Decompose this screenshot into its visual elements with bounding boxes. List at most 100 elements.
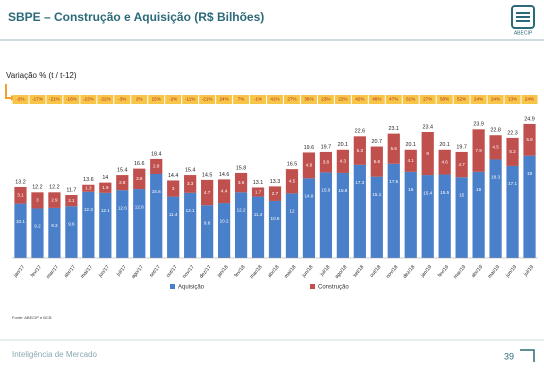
total-label: 13.2 bbox=[15, 179, 26, 185]
segment-label: 5.6 bbox=[374, 159, 381, 164]
segment-label: 3 bbox=[36, 198, 39, 203]
bar-segment bbox=[421, 132, 434, 176]
variation-cell bbox=[233, 95, 250, 104]
segment-label: 18.3 bbox=[491, 175, 500, 180]
total-label: 13.3 bbox=[270, 179, 281, 185]
segment-label: 19 bbox=[527, 171, 533, 176]
variation-label: 24% bbox=[491, 97, 500, 102]
total-label: 18.4 bbox=[151, 151, 162, 157]
variation-cell bbox=[487, 95, 504, 104]
segment-label: 5.3 bbox=[357, 148, 364, 153]
bar-segment bbox=[268, 200, 282, 258]
source: Fonte: ABECIP e BCB bbox=[12, 315, 52, 320]
variation-cell bbox=[182, 95, 199, 104]
segment-label: 12 bbox=[289, 209, 295, 214]
x-tick-label: jun/17 bbox=[97, 264, 111, 279]
total-label: 15.4 bbox=[117, 167, 128, 173]
segment-label: 2.1 bbox=[68, 198, 75, 203]
segment-label: 2.8 bbox=[153, 164, 160, 169]
bar-segment bbox=[489, 135, 502, 160]
variation-label: 50% bbox=[440, 97, 449, 102]
segment-label: 16 bbox=[476, 187, 482, 192]
bar-segment bbox=[489, 159, 502, 258]
variation-label: 22% bbox=[338, 97, 347, 102]
variation-label: 27% bbox=[287, 97, 296, 102]
segment-label: 3.6 bbox=[238, 180, 245, 185]
variation-cell bbox=[29, 95, 46, 104]
total-label: 24.9 bbox=[524, 116, 535, 122]
segment-label: 17.5 bbox=[389, 179, 398, 184]
bar-segment bbox=[14, 203, 27, 258]
bar-segment bbox=[336, 172, 349, 258]
bar-segment bbox=[99, 192, 112, 258]
variation-label: 2% bbox=[136, 97, 143, 102]
x-tick-label: abr/18 bbox=[267, 264, 281, 279]
variation-label: 41% bbox=[270, 97, 279, 102]
bar-segment bbox=[150, 158, 163, 174]
segment-label: 3.8 bbox=[136, 176, 143, 181]
bar-segment bbox=[133, 189, 146, 258]
segment-label: 10.2 bbox=[220, 218, 229, 223]
total-label: 23.1 bbox=[389, 126, 400, 132]
variation-cell bbox=[46, 95, 63, 104]
total-label: 23.4 bbox=[422, 124, 433, 130]
bar-segment bbox=[472, 129, 485, 172]
variation-label: 46% bbox=[372, 97, 381, 102]
bar-segment bbox=[302, 178, 316, 258]
legend-label: Construção bbox=[318, 285, 349, 291]
logo-icon bbox=[511, 5, 535, 29]
x-tick-label: jul/17 bbox=[115, 264, 128, 278]
variation-cell bbox=[114, 95, 131, 104]
total-label: 16.6 bbox=[134, 161, 145, 167]
total-label: 19.7 bbox=[321, 144, 332, 150]
variation-cell bbox=[351, 95, 368, 104]
x-tick-label: mai/19 bbox=[487, 264, 501, 280]
segment-label: 5.9 bbox=[526, 137, 533, 142]
bar-segment bbox=[201, 205, 214, 258]
bar-segment bbox=[14, 186, 27, 204]
chart: -2% 10.1 3.1 13.2 jan/17 -17% 9.2 3 12.2 fev/17 -2… bbox=[12, 95, 538, 291]
x-tick-label: dez/18 bbox=[402, 264, 416, 280]
bar-segment bbox=[167, 180, 180, 197]
segment-label: 4.4 bbox=[221, 188, 228, 193]
variation-label: 24% bbox=[525, 97, 534, 102]
segment-label: 16 bbox=[408, 187, 414, 192]
segment-label: 4.7 bbox=[204, 190, 211, 195]
x-tick-label: dez/17 bbox=[198, 264, 212, 280]
variation-label: 24% bbox=[474, 97, 483, 102]
variation-label: 23% bbox=[321, 97, 330, 102]
x-tick-label: out/17 bbox=[165, 264, 179, 279]
segment-label: 17.1 bbox=[508, 181, 517, 186]
bar-segment bbox=[251, 196, 265, 258]
bar-segment bbox=[506, 165, 519, 258]
bar-segment bbox=[116, 175, 129, 191]
segment-label: 1.7 bbox=[255, 189, 262, 194]
x-tick-label: abr/17 bbox=[63, 264, 77, 279]
x-tick-label: nov/17 bbox=[181, 264, 195, 280]
variation-cell bbox=[368, 95, 385, 104]
variation-label: -2% bbox=[16, 97, 24, 102]
arrow bbox=[5, 84, 12, 99]
total-label: 15.8 bbox=[236, 165, 247, 171]
chart-subtitle: Variação % (t / t-12) bbox=[6, 71, 77, 80]
footer-icon bbox=[520, 349, 535, 362]
total-label: 14.6 bbox=[219, 172, 230, 178]
segment-label: 3.8 bbox=[323, 159, 330, 164]
segment-label: 12.1 bbox=[101, 208, 110, 213]
segment-label: 14.8 bbox=[304, 194, 313, 199]
variation-cell bbox=[453, 95, 470, 104]
total-label: 14.5 bbox=[202, 172, 213, 178]
variation-label: 36% bbox=[304, 97, 313, 102]
bar-segment bbox=[370, 176, 383, 258]
variation-cell bbox=[250, 95, 267, 104]
x-tick-label: fev/19 bbox=[437, 264, 450, 278]
bar-segment bbox=[438, 174, 451, 258]
total-label: 22.8 bbox=[490, 128, 501, 134]
variation-cell bbox=[199, 95, 216, 104]
segment-label: 15.8 bbox=[338, 188, 347, 193]
segment-label: 15.9 bbox=[321, 188, 330, 193]
bar-segment bbox=[285, 193, 299, 258]
bar-segment bbox=[116, 190, 129, 258]
bar-segment bbox=[387, 133, 400, 164]
bar-segment bbox=[438, 149, 451, 175]
